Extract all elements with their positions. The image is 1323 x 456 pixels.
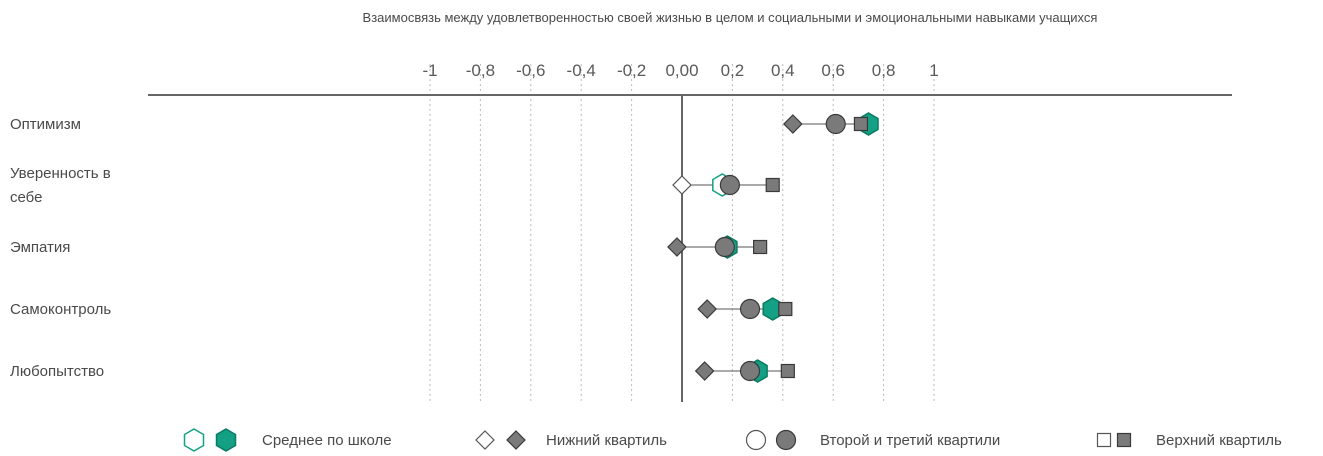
x-tick-label: 0,8 — [872, 61, 896, 80]
legend-entry: Верхний квартиль — [1096, 432, 1282, 449]
top-quartile-marker — [853, 116, 869, 132]
legend-entry: Среднее по школе — [183, 428, 392, 452]
x-tick-label: -0,2 — [617, 61, 646, 80]
legend-marker-hollow — [475, 430, 495, 450]
category-rows: Оптимизм Уверенность в себе Эмпатия Самоконт… — [10, 112, 879, 383]
axes — [148, 94, 1232, 402]
bottom-quartile-marker — [694, 361, 715, 381]
legend-marker-hollow — [1096, 432, 1112, 448]
middle-quartiles-marker — [719, 174, 740, 196]
bottom-quartile-marker — [667, 237, 687, 257]
bottom-quartile-marker — [697, 299, 718, 319]
category-label: Оптимизм — [10, 116, 81, 133]
x-tick-labels: -1 -0,8 -0,6 -0,4 -0,2 0,00 0,2 0,4 0,6 0,8 1 — [422, 61, 938, 80]
middle-quartiles-marker — [714, 236, 735, 258]
legend-marker-filled — [775, 429, 797, 451]
category-row: Эмпатия — [10, 235, 768, 259]
category-label: Любопытство — [10, 363, 104, 380]
legend-entry: Нижний квартиль — [475, 430, 667, 450]
x-tick-label: 0,6 — [821, 61, 845, 80]
x-tick-label: -1 — [422, 61, 437, 80]
x-tick-label: -0,4 — [567, 61, 596, 80]
bottom-quartile-marker — [783, 114, 803, 134]
chart-title: Взаимосвязь между удовлетворенностью сво… — [363, 10, 1098, 25]
category-label: Самоконтроль — [10, 301, 111, 318]
top-quartile-marker — [753, 239, 768, 255]
legend-marker-filled — [506, 430, 526, 450]
legend-marker-filled — [215, 428, 237, 452]
legend: Среднее по школе Нижний квартиль Второй и … — [183, 428, 1282, 452]
middle-quartiles-marker — [739, 298, 761, 320]
top-quartile-marker — [765, 177, 780, 193]
x-tick-label: 1 — [929, 61, 938, 80]
middle-quartiles-marker — [739, 360, 761, 382]
top-quartile-marker — [778, 301, 793, 317]
category-row: Любопытство — [10, 359, 795, 383]
legend-marker-filled — [1116, 432, 1132, 448]
legend-label: Второй и третий квартили — [820, 432, 1000, 449]
x-tick-label: 0,2 — [721, 61, 745, 80]
category-row: Самоконтроль — [10, 297, 793, 321]
grid — [429, 64, 935, 402]
category-row: Уверенность в себе — [10, 165, 780, 206]
x-tick-label: -0,8 — [466, 61, 495, 80]
x-tick-label: 0,4 — [771, 61, 795, 80]
legend-entry: Второй и третий квартили — [745, 429, 1000, 451]
category-label: Уверенность в — [10, 165, 111, 182]
x-tick-label: -0,6 — [516, 61, 545, 80]
x-tick-label: 0,00 — [665, 61, 698, 80]
legend-label: Нижний квартиль — [546, 432, 667, 449]
category-row: Оптимизм — [10, 112, 879, 136]
middle-quartiles-marker — [825, 113, 846, 135]
legend-label: Среднее по школе — [262, 432, 392, 449]
legend-marker-hollow — [183, 428, 205, 452]
bottom-quartile-marker — [672, 175, 692, 195]
legend-marker-hollow — [745, 429, 767, 451]
category-label: Эмпатия — [10, 239, 70, 256]
top-quartile-marker — [780, 363, 795, 379]
category-label: себе — [10, 189, 42, 206]
legend-label: Верхний квартиль — [1156, 432, 1282, 449]
